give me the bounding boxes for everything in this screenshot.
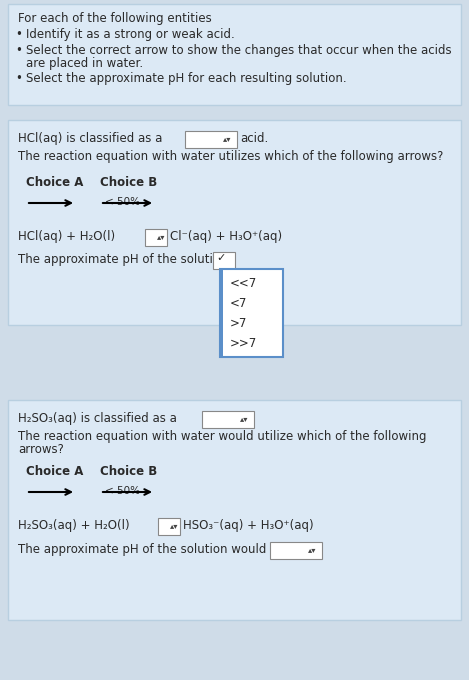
Text: •: • [15, 28, 22, 41]
Text: For each of the following entities: For each of the following entities [18, 12, 212, 25]
Text: >7: >7 [230, 317, 247, 330]
Bar [8, 400, 461, 620]
Text: are placed in water.: are placed in water. [26, 57, 143, 70]
Text: •: • [15, 72, 22, 85]
Text: Cl⁻(aq) + H₃O⁺(aq): Cl⁻(aq) + H₃O⁺(aq) [170, 230, 282, 243]
Bar [270, 542, 322, 559]
Bar [8, 4, 461, 105]
Text: arrows?: arrows? [18, 443, 64, 456]
Text: ▴▾: ▴▾ [157, 233, 165, 241]
Bar [8, 120, 461, 325]
Bar [145, 229, 167, 246]
Bar [158, 518, 180, 535]
Text: The approximate pH of the solution: The approximate pH of the solution [18, 253, 227, 266]
Text: ▴▾: ▴▾ [223, 135, 231, 143]
Bar [185, 131, 237, 148]
Text: ✓: ✓ [216, 253, 226, 263]
Text: < 50%: < 50% [105, 486, 140, 496]
Text: ▴▾: ▴▾ [240, 415, 248, 424]
Text: The reaction equation with water would utilize which of the following: The reaction equation with water would u… [18, 430, 426, 443]
Bar [213, 252, 235, 269]
Text: ▴▾: ▴▾ [170, 522, 178, 530]
Text: H₂SO₃(aq) + H₂O(l): H₂SO₃(aq) + H₂O(l) [18, 519, 129, 532]
Text: ▴▾: ▴▾ [308, 545, 316, 554]
Text: <7: <7 [230, 297, 247, 310]
Text: Identify it as a strong or weak acid.: Identify it as a strong or weak acid. [26, 28, 235, 41]
Text: Choice A: Choice A [26, 465, 83, 478]
Text: The approximate pH of the solution would be: The approximate pH of the solution would… [18, 543, 285, 556]
Bar [220, 269, 283, 357]
Text: Choice A: Choice A [26, 176, 83, 189]
Text: Select the correct arrow to show the changes that occur when the acids: Select the correct arrow to show the cha… [26, 44, 452, 57]
Text: HSO₃⁻(aq) + H₃O⁺(aq): HSO₃⁻(aq) + H₃O⁺(aq) [183, 519, 314, 532]
Text: < 50%: < 50% [105, 197, 140, 207]
Text: HCl(aq) + H₂O(l): HCl(aq) + H₂O(l) [18, 230, 115, 243]
Text: HCl(aq) is classified as a: HCl(aq) is classified as a [18, 132, 162, 145]
Text: •: • [15, 44, 22, 57]
Bar [202, 411, 254, 428]
Text: The reaction equation with water utilizes which of the following arrows?: The reaction equation with water utilize… [18, 150, 443, 163]
Text: >>7: >>7 [230, 337, 257, 350]
Text: acid.: acid. [240, 132, 268, 145]
Text: Choice B: Choice B [100, 176, 157, 189]
Bar [220, 269, 223, 357]
Text: H₂SO₃(aq) is classified as a: H₂SO₃(aq) is classified as a [18, 412, 177, 425]
Text: Choice B: Choice B [100, 465, 157, 478]
Text: Select the approximate pH for each resulting solution.: Select the approximate pH for each resul… [26, 72, 347, 85]
Text: <<7: <<7 [230, 277, 257, 290]
